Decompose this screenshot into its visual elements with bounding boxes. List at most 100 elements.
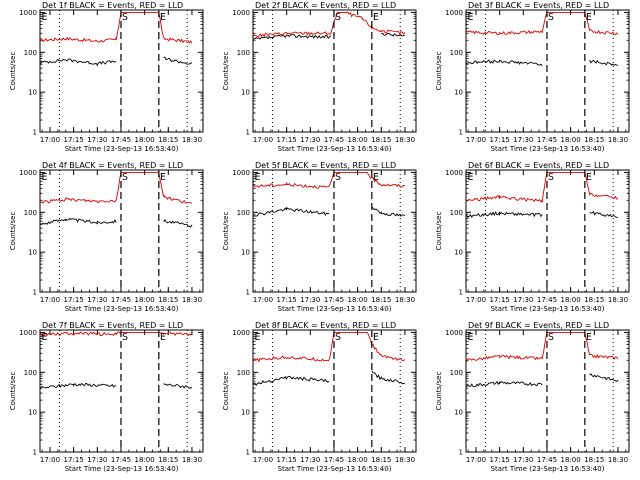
series-line-lld: [253, 171, 406, 189]
y-tick-label: 10: [241, 89, 250, 97]
x-axis-label: Start Time (23-Sep-13 16:53:40): [491, 145, 605, 153]
y-axis-label: Counts/sec: [222, 372, 230, 411]
y-tick-label: 10: [241, 409, 250, 417]
series-line-events: [40, 382, 193, 390]
y-tick-label: 1: [33, 289, 37, 297]
x-tick-label: 17:45: [537, 136, 557, 144]
chart-title: Det 5f BLACK = Events, RED = LLD: [255, 161, 396, 170]
chart-panel-7: Det 7f BLACK = Events, RED = LLD 1 10 100 10…: [9, 321, 204, 473]
y-axis-label: Counts/sec: [9, 372, 17, 411]
x-tick-label: 17:45: [324, 296, 344, 304]
series-line-events: [40, 217, 193, 228]
x-tick-label: 18:30: [608, 136, 628, 144]
series-line-lld: [40, 171, 193, 204]
x-tick-label: 17:15: [64, 456, 84, 464]
x-tick-label: 17:00: [466, 456, 486, 464]
y-tick-label: 1: [246, 449, 250, 457]
chart-panel-4: Det 4f BLACK = Events, RED = LLD 1 10 100 10…: [9, 161, 204, 313]
marker-label: E: [586, 12, 592, 23]
marker-label: S: [335, 12, 341, 23]
marker-label: E: [586, 332, 592, 343]
x-axis-label: Start Time (23-Sep-13 16:53:40): [65, 305, 179, 313]
x-axis-label: Start Time (23-Sep-13 16:53:40): [65, 145, 179, 153]
x-tick-label: 17:45: [537, 456, 557, 464]
series-line-lld: [253, 11, 406, 38]
x-tick-label: 18:15: [584, 136, 604, 144]
marker-label: S: [335, 172, 341, 183]
y-tick-label: 100: [450, 369, 463, 377]
x-tick-label: 18:00: [348, 136, 368, 144]
y-tick-label: 100: [237, 369, 250, 377]
chart-title: Det 6f BLACK = Events, RED = LLD: [468, 161, 609, 170]
marker-label: E: [42, 12, 48, 23]
x-tick-label: 17:00: [466, 296, 486, 304]
x-tick-label: 17:00: [466, 136, 486, 144]
chart-panel-5: Det 5f BLACK = Events, RED = LLD 1 10 100 10…: [222, 161, 417, 313]
x-tick-label: 17:00: [40, 296, 60, 304]
marker-label: E: [160, 172, 166, 183]
x-tick-label: 18:30: [608, 296, 628, 304]
x-tick-label: 17:00: [253, 296, 273, 304]
x-axis-label: Start Time (23-Sep-13 16:53:40): [65, 465, 179, 473]
y-tick-label: 1000: [19, 169, 37, 177]
series-line-events: [466, 373, 619, 388]
y-tick-label: 1000: [232, 329, 250, 337]
x-tick-label: 18:15: [371, 296, 391, 304]
x-tick-label: 17:45: [111, 456, 131, 464]
y-axis-label: Counts/sec: [435, 52, 443, 91]
marker-label: E: [160, 332, 166, 343]
y-tick-label: 10: [28, 249, 37, 257]
chart-panel-6: Det 6f BLACK = Events, RED = LLD 1 10 100 10…: [435, 161, 630, 313]
chart-panel-8: Det 8f BLACK = Events, RED = LLD 1 10 100 10…: [222, 321, 417, 473]
marker-label: E: [160, 12, 166, 23]
x-tick-label: 17:30: [300, 296, 320, 304]
marker-label: E: [586, 172, 592, 183]
y-tick-label: 100: [24, 369, 37, 377]
y-tick-label: 1: [459, 289, 463, 297]
y-tick-label: 1: [459, 449, 463, 457]
x-tick-label: 17:45: [324, 456, 344, 464]
series-line-lld: [466, 171, 619, 203]
x-tick-label: 18:15: [158, 456, 178, 464]
y-tick-label: 1: [33, 449, 37, 457]
x-tick-label: 17:30: [513, 296, 533, 304]
marker-label: S: [335, 332, 341, 343]
chart-panel-3: Det 3f BLACK = Events, RED = LLD 1 10 100 10…: [435, 1, 630, 153]
x-tick-label: 18:00: [348, 456, 368, 464]
y-tick-label: 1: [246, 129, 250, 137]
x-tick-label: 17:45: [111, 296, 131, 304]
x-tick-label: 17:00: [253, 456, 273, 464]
x-tick-label: 17:15: [64, 136, 84, 144]
chart-title: Det 4f BLACK = Events, RED = LLD: [42, 161, 183, 170]
chart-panel-1: Det 1f BLACK = Events, RED = LLD 1 10 100 10…: [9, 1, 204, 153]
marker-label: E: [255, 172, 261, 183]
y-axis-label: Counts/sec: [9, 212, 17, 251]
x-tick-label: 18:15: [584, 296, 604, 304]
x-tick-label: 18:00: [561, 456, 581, 464]
x-tick-label: 17:15: [64, 296, 84, 304]
marker-label: S: [548, 332, 554, 343]
x-tick-label: 17:15: [277, 456, 297, 464]
y-tick-label: 10: [454, 409, 463, 417]
x-tick-label: 17:15: [277, 296, 297, 304]
x-tick-label: 18:00: [135, 296, 155, 304]
y-tick-label: 100: [24, 209, 37, 217]
y-tick-label: 100: [450, 209, 463, 217]
series-line-lld: [466, 11, 619, 36]
series-line-events: [466, 210, 619, 219]
x-tick-label: 18:30: [182, 136, 202, 144]
x-tick-label: 17:30: [87, 296, 107, 304]
chart-title: Det 1f BLACK = Events, RED = LLD: [42, 1, 183, 10]
x-tick-label: 17:15: [490, 456, 510, 464]
chart-title: Det 3f BLACK = Events, RED = LLD: [468, 1, 609, 10]
x-tick-label: 17:00: [253, 136, 273, 144]
y-tick-label: 1000: [445, 9, 463, 17]
x-tick-label: 18:00: [561, 296, 581, 304]
y-tick-label: 1: [33, 129, 37, 137]
x-tick-label: 17:00: [40, 456, 60, 464]
y-axis-label: Counts/sec: [222, 212, 230, 251]
x-tick-label: 18:30: [608, 456, 628, 464]
series-line-events: [253, 370, 406, 386]
series-line-events: [466, 59, 619, 67]
y-tick-label: 1000: [445, 169, 463, 177]
